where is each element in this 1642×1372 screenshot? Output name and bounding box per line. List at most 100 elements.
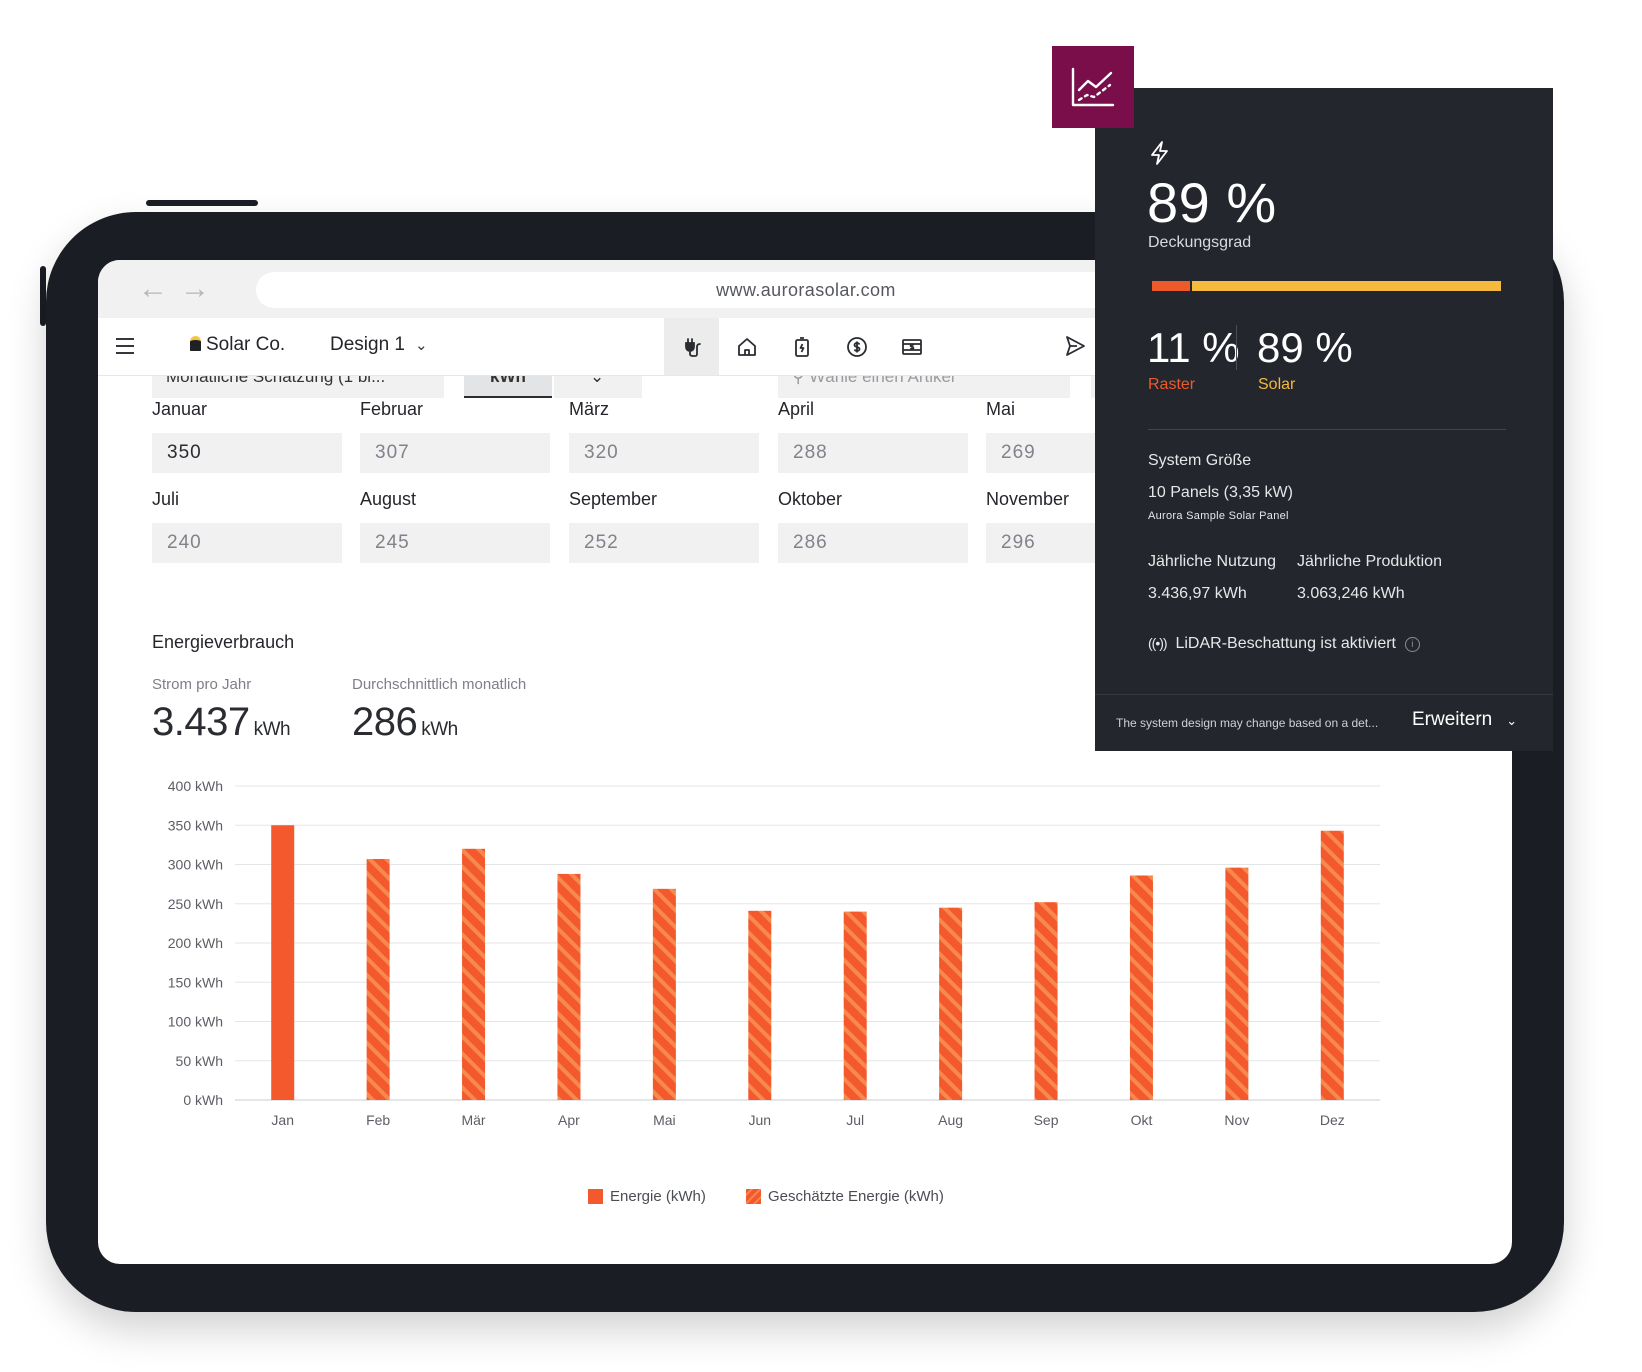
send-icon[interactable] <box>1063 334 1087 358</box>
month-input[interactable]: 240 <box>152 523 342 563</box>
system-size-value: 10 Panels (3,35 kW) <box>1148 484 1293 501</box>
estimated-energy-bar[interactable] <box>939 907 963 1100</box>
annual-prod-value: 3.063,246 kWh <box>1297 585 1405 602</box>
brand-name: Solar Co. <box>206 334 286 355</box>
x-tick-label: Feb <box>366 1112 390 1128</box>
energy-section-title: Energieverbrauch <box>152 632 295 652</box>
month-label: September <box>569 489 658 509</box>
dollar-icon[interactable] <box>829 318 884 375</box>
month-input[interactable]: 252 <box>569 523 759 563</box>
monthly-avg-unit: kWh <box>421 719 458 740</box>
month-field: Februar 307 <box>360 399 550 473</box>
y-tick-label: 350 kWh <box>168 817 223 833</box>
estimated-energy-bar[interactable] <box>1225 867 1249 1100</box>
expand-button[interactable]: Erweitern ⌄ <box>1412 709 1517 731</box>
legend-item-estimated[interactable]: Geschätzte Energie (kWh) <box>746 1188 944 1205</box>
estimated-energy-bar[interactable] <box>652 888 676 1100</box>
coverage-bar <box>1152 281 1501 291</box>
month-label: Januar <box>152 399 208 419</box>
split-divider <box>1236 325 1237 370</box>
x-tick-label: Sep <box>1034 1112 1059 1128</box>
estimated-energy-bar[interactable] <box>748 910 772 1100</box>
receipt-icon[interactable] <box>884 318 939 375</box>
legend-label: Energie (kWh) <box>610 1188 706 1205</box>
monthly-avg-label: Durchschnittlich monatlich <box>352 676 527 693</box>
y-tick-label: 0 kWh <box>183 1092 223 1108</box>
article-search-input[interactable]: ⚲ Wähle einen Artikel <box>778 376 1070 398</box>
month-input[interactable]: 320 <box>569 433 759 473</box>
month-field: März 320 <box>569 399 759 473</box>
month-label: Februar <box>360 399 424 419</box>
legend-item-energy[interactable]: Energie (kWh) <box>588 1188 706 1205</box>
panel-divider <box>1148 429 1506 430</box>
month-field: Januar 350 <box>152 399 342 473</box>
system-stats-panel: 89 % Deckungsgrad 11 % Raster 89 % Solar… <box>1095 88 1553 751</box>
month-input[interactable]: 288 <box>778 433 968 473</box>
tablet-side-button <box>40 266 46 326</box>
month-label: April <box>778 399 815 419</box>
coverage-label: Deckungsgrad <box>1148 234 1252 251</box>
coverage-bar-solar <box>1192 281 1501 291</box>
x-tick-label: Okt <box>1131 1112 1153 1128</box>
estimated-energy-bar[interactable] <box>1320 830 1344 1100</box>
legend-label: Geschätzte Energie (kWh) <box>768 1188 944 1205</box>
month-input[interactable]: 286 <box>778 523 968 563</box>
chart-trend-icon[interactable] <box>1052 46 1134 128</box>
home-icon[interactable] <box>719 318 774 375</box>
forward-arrow-icon[interactable]: → <box>180 272 210 305</box>
back-arrow-icon[interactable]: ← <box>138 272 168 305</box>
unit-tab-kwh[interactable]: kWh <box>464 376 552 398</box>
lidar-text: LiDAR-Beschattung ist aktiviert <box>1175 635 1396 652</box>
lightning-icon <box>1151 141 1168 165</box>
annual-prod-label: Jährliche Produktion <box>1297 553 1442 570</box>
month-input[interactable]: 245 <box>360 523 550 563</box>
month-label: November <box>986 489 1070 509</box>
monthly-avg-number: 286 <box>352 700 418 744</box>
lidar-status: ((•)) LiDAR-Beschattung ist aktiviert i <box>1148 635 1420 653</box>
month-label: März <box>569 399 609 419</box>
broadcast-icon: ((•)) <box>1148 635 1168 651</box>
month-field: Oktober 286 <box>778 489 968 563</box>
brand-mark-icon <box>190 336 201 351</box>
energy-plug-icon[interactable] <box>664 318 719 375</box>
brand-logo[interactable]: Solar Co. <box>190 334 285 356</box>
month-label: Oktober <box>778 489 843 509</box>
coverage-bar-grid <box>1152 281 1191 291</box>
toolbar <box>664 318 939 375</box>
battery-icon[interactable] <box>774 318 829 375</box>
chevron-down-icon: ⌄ <box>415 337 428 354</box>
per-year-unit: kWh <box>253 719 291 740</box>
month-input[interactable]: 350 <box>152 433 342 473</box>
month-input[interactable]: 307 <box>360 433 550 473</box>
menu-icon[interactable] <box>116 338 134 354</box>
estimate-select[interactable]: Monatliche Schätzung (1 bi... <box>152 376 444 398</box>
y-tick-label: 400 kWh <box>168 778 223 794</box>
solar-percent: 89 % <box>1257 324 1353 371</box>
estimated-energy-bar[interactable] <box>462 848 486 1100</box>
y-tick-label: 200 kWh <box>168 935 223 951</box>
chevron-down-icon: ⌄ <box>1506 713 1518 728</box>
design-selector[interactable]: Design 1 ⌄ <box>330 334 428 356</box>
grid-label: Raster <box>1148 376 1196 393</box>
estimated-energy-bar[interactable] <box>843 911 867 1100</box>
estimated-energy-bar[interactable] <box>1129 875 1153 1100</box>
month-label: August <box>360 489 417 509</box>
grid-percent: 11 % <box>1147 324 1240 371</box>
estimated-energy-bar[interactable] <box>1034 902 1058 1100</box>
legend-swatch-hatched <box>746 1189 761 1204</box>
month-label: Juli <box>152 489 180 509</box>
legend-swatch-solid <box>588 1189 603 1204</box>
y-tick-label: 300 kWh <box>168 857 223 873</box>
energy-bar[interactable] <box>271 825 295 1100</box>
y-tick-label: 150 kWh <box>168 974 223 990</box>
annual-use-label: Jährliche Nutzung <box>1148 553 1277 570</box>
unit-tab-other[interactable]: ⌄ <box>554 376 642 398</box>
per-year-number: 3.437 <box>152 700 250 744</box>
estimated-energy-bar[interactable] <box>366 859 390 1100</box>
solar-label: Solar <box>1258 376 1296 393</box>
info-icon[interactable]: i <box>1404 637 1420 652</box>
x-tick-label: Apr <box>558 1112 580 1128</box>
x-tick-label: Jan <box>271 1112 294 1128</box>
x-tick-label: Jul <box>846 1112 864 1128</box>
estimated-energy-bar[interactable] <box>557 873 581 1100</box>
